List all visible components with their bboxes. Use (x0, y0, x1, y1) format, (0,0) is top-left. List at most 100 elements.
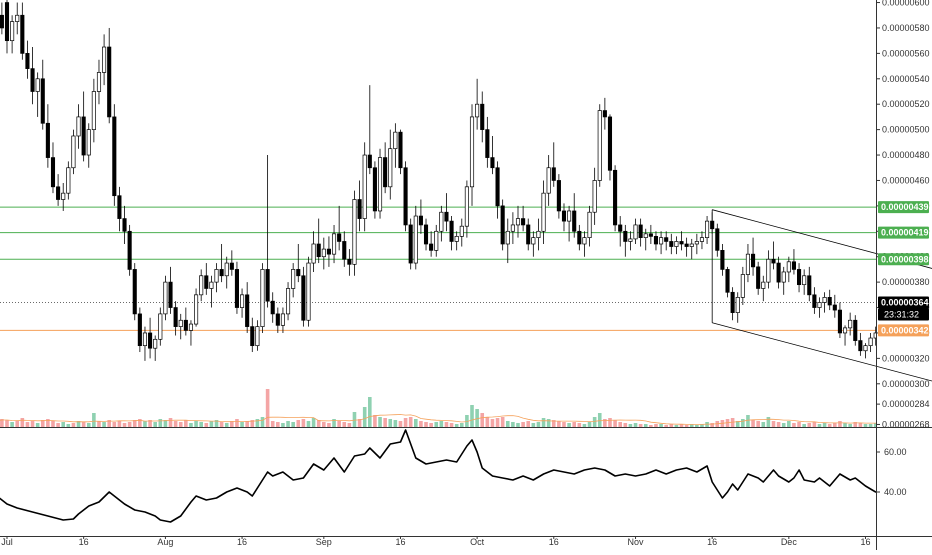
volume-bar (812, 422, 817, 427)
volume-bar (316, 420, 321, 427)
candle-body (81, 116, 86, 156)
candle-body (393, 131, 398, 150)
candle-body (659, 237, 664, 245)
level-tag (878, 324, 929, 337)
volume-bar (5, 420, 9, 427)
candle-body (832, 304, 837, 311)
candle-body (689, 243, 694, 247)
time-tick-label: Nov (628, 537, 645, 547)
volume-bar (873, 423, 876, 427)
volume-bar (781, 423, 786, 427)
candle-body (541, 192, 546, 232)
candle-body (505, 230, 510, 245)
volume-bar (475, 409, 479, 427)
candle-body (331, 233, 337, 255)
candle-body (326, 248, 331, 255)
volume-bar (158, 419, 163, 427)
candle-body (669, 241, 674, 247)
candle-body (418, 215, 423, 226)
volume-bar (521, 422, 525, 427)
volume-bar (608, 418, 612, 427)
candle-body (377, 157, 383, 212)
volume-bar (46, 419, 50, 427)
candle-body (347, 258, 352, 265)
candle-body (91, 91, 96, 130)
candle-body (817, 302, 822, 308)
volume-bar (633, 423, 638, 427)
candle-body (623, 230, 628, 242)
volume-bar (148, 420, 152, 427)
candle-body (469, 116, 475, 188)
volume-bar (597, 413, 602, 427)
candle-body (188, 323, 194, 331)
volume-bar (700, 424, 704, 427)
volume-bar (679, 424, 684, 427)
volume-bar (746, 415, 750, 427)
volume-bar (245, 421, 249, 427)
candle-body (510, 224, 515, 232)
volume-bar (567, 423, 571, 427)
volume-bar (408, 417, 413, 427)
oscillator-axis[interactable]: 60.00 40.00 (876, 447, 907, 497)
volume-bar (337, 421, 341, 427)
volume-bar (398, 421, 403, 427)
candle-body (183, 319, 188, 331)
last-price-tag (878, 296, 929, 309)
price-tick-label: 0.00000268 (882, 419, 930, 429)
candle-body (475, 103, 480, 118)
candle-body (464, 186, 469, 227)
volume-bar (848, 424, 852, 427)
candle-body (459, 225, 464, 237)
candle-body (526, 224, 531, 245)
volume-bar (112, 422, 117, 427)
volume-bar (260, 417, 265, 427)
volume-bar (741, 419, 745, 427)
volume-bar (771, 421, 776, 427)
volume-bar (500, 417, 505, 427)
candle-body (842, 327, 848, 334)
candle-body (20, 14, 25, 54)
candle-body (204, 275, 209, 289)
countdown-tag-label: 23:31:32 (884, 309, 919, 319)
volume-bar (311, 418, 316, 427)
volume-bar (833, 423, 837, 427)
volume-bar (551, 420, 556, 427)
candle-body (776, 262, 781, 283)
candle-body (178, 319, 183, 327)
candle-body (633, 224, 638, 240)
volume-bar (35, 423, 40, 427)
price-tick-label: 0.00000284 (882, 399, 930, 409)
candle-body (434, 230, 439, 251)
candle-body (66, 167, 71, 194)
time-axis[interactable]: Jul16Aug16Sep16Oct16Nov16Dec16202016Feb1… (1, 536, 932, 547)
volume-bar (107, 420, 111, 427)
volume-bar (868, 424, 873, 427)
candle-body (495, 167, 500, 207)
candle-body (567, 210, 572, 222)
candle-body (720, 250, 725, 270)
candle-body (618, 224, 623, 232)
candle-body (439, 211, 444, 232)
volume-bar (766, 417, 771, 427)
level-tag-label: 0.00000398 (881, 254, 929, 264)
candle-body (679, 241, 684, 245)
candle-body (485, 129, 490, 158)
volume-bar (342, 422, 347, 427)
volume-bar (454, 424, 459, 427)
candle-body (444, 211, 449, 222)
candle-body (592, 180, 597, 213)
volume-bar (265, 389, 270, 427)
volume-bar (56, 423, 60, 427)
candle-body (168, 281, 173, 308)
volume-bar (526, 421, 531, 427)
volume-bar (224, 423, 229, 427)
channel-upper-line (712, 209, 932, 269)
volume-bar (562, 422, 566, 427)
volume-bar (219, 422, 224, 427)
candle-body (342, 241, 347, 260)
candle-body (372, 167, 377, 212)
volume-bar (291, 422, 295, 427)
volume-bar (695, 425, 699, 427)
